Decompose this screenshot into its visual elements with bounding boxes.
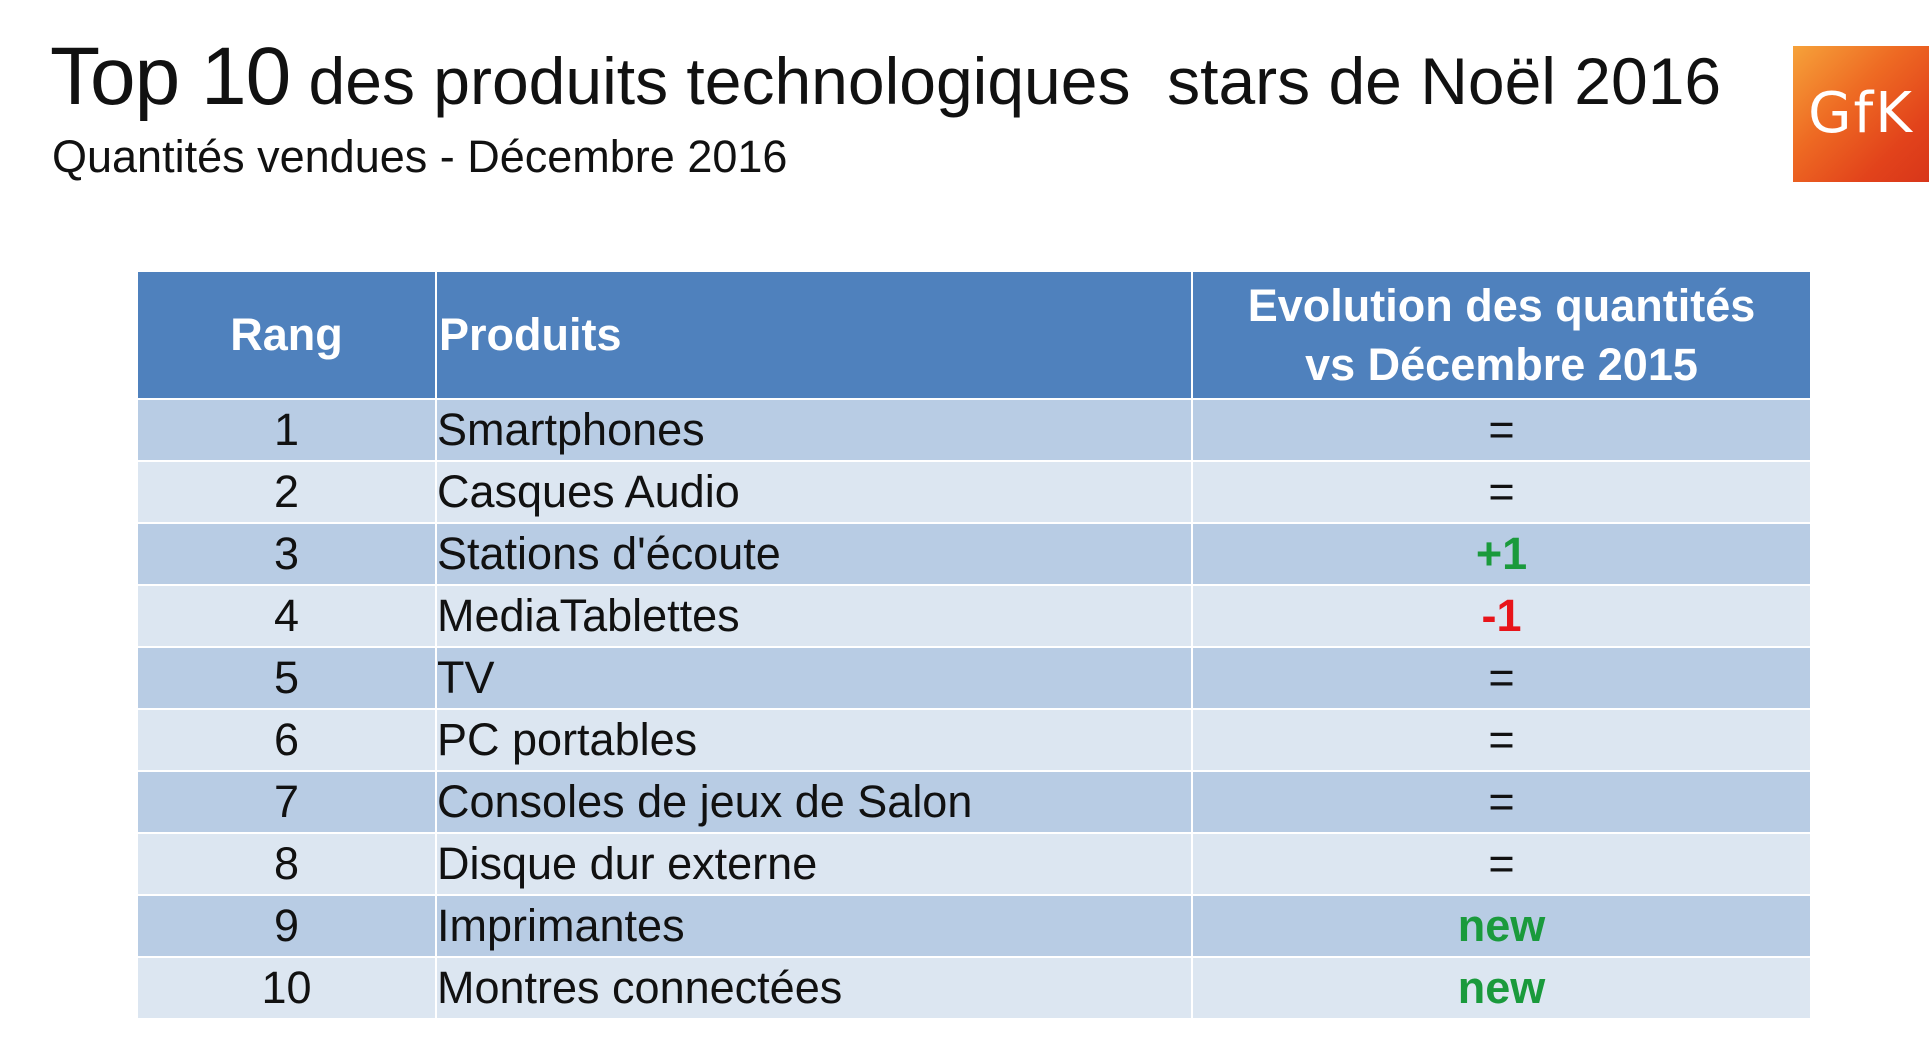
evolution-cell: new	[1192, 894, 1810, 957]
product-cell: MediaTablettes	[436, 584, 1193, 647]
evolution-cell: =	[1192, 770, 1810, 833]
table-row: 9 Imprimantes new	[138, 894, 1810, 957]
header-evolution: Evolution des quantités vs Décembre 2015	[1192, 272, 1810, 399]
table-row: 10 Montres connectées new	[138, 956, 1810, 1018]
table-row: 6 PC portables =	[138, 708, 1810, 771]
product-cell: PC portables	[436, 708, 1193, 771]
table-body: 1 Smartphones = 2 Casques Audio = 3 Stations d'…	[138, 398, 1810, 1018]
page-title: Top 10 des produits technologiques stars…	[50, 36, 1721, 118]
rank-cell: 8	[138, 832, 437, 895]
product-cell: Casques Audio	[436, 460, 1193, 523]
table-row: 4 MediaTablettes -1	[138, 584, 1810, 647]
product-cell: Stations d'écoute	[436, 522, 1193, 585]
evolution-cell: =	[1192, 460, 1810, 523]
evolution-cell: =	[1192, 708, 1810, 771]
header-rank: Rang	[138, 272, 437, 399]
table-row: 2 Casques Audio =	[138, 460, 1810, 523]
product-cell: Montres connectées	[436, 956, 1193, 1018]
rank-cell: 7	[138, 770, 437, 833]
rank-cell: 2	[138, 460, 437, 523]
header-evolution-line1: Evolution des quantités	[1247, 279, 1756, 331]
evolution-cell: new	[1192, 956, 1810, 1018]
evolution-cell: =	[1192, 832, 1810, 895]
product-cell: Disque dur externe	[436, 832, 1193, 895]
product-cell: TV	[436, 646, 1193, 709]
product-cell: Imprimantes	[436, 894, 1193, 957]
rank-cell: 4	[138, 584, 437, 647]
gfk-logo-text: GfK	[1808, 81, 1914, 146]
table-header-row: Rang Produits Evolution des quantités vs…	[138, 272, 1810, 399]
page-title-top10: Top 10	[50, 31, 291, 122]
evolution-cell: -1	[1192, 584, 1810, 647]
rank-cell: 3	[138, 522, 437, 585]
gfk-logo: GfK	[1793, 46, 1929, 182]
table-row: 3 Stations d'écoute +1	[138, 522, 1810, 585]
evolution-cell: =	[1192, 398, 1810, 461]
rank-cell: 10	[138, 956, 437, 1018]
rank-cell: 1	[138, 398, 437, 461]
rank-cell: 6	[138, 708, 437, 771]
header-products: Produits	[436, 272, 1193, 399]
rank-cell: 5	[138, 646, 437, 709]
page-subtitle: Quantités vendues - Décembre 2016	[52, 131, 788, 182]
rank-cell: 9	[138, 894, 437, 957]
product-cell: Smartphones	[436, 398, 1193, 461]
evolution-cell: =	[1192, 646, 1810, 709]
table-row: 7 Consoles de jeux de Salon =	[138, 770, 1810, 833]
table-row: 5 TV =	[138, 646, 1810, 709]
page-title-rest: des produits technologiques stars de Noë…	[290, 44, 1722, 118]
ranking-table: Rang Produits Evolution des quantités vs…	[138, 272, 1810, 1018]
evolution-cell: +1	[1192, 522, 1810, 585]
header-evolution-line2: vs Décembre 2015	[1305, 339, 1698, 390]
table-row: 1 Smartphones =	[138, 398, 1810, 461]
product-cell: Consoles de jeux de Salon	[436, 770, 1193, 833]
table-row: 8 Disque dur externe =	[138, 832, 1810, 895]
